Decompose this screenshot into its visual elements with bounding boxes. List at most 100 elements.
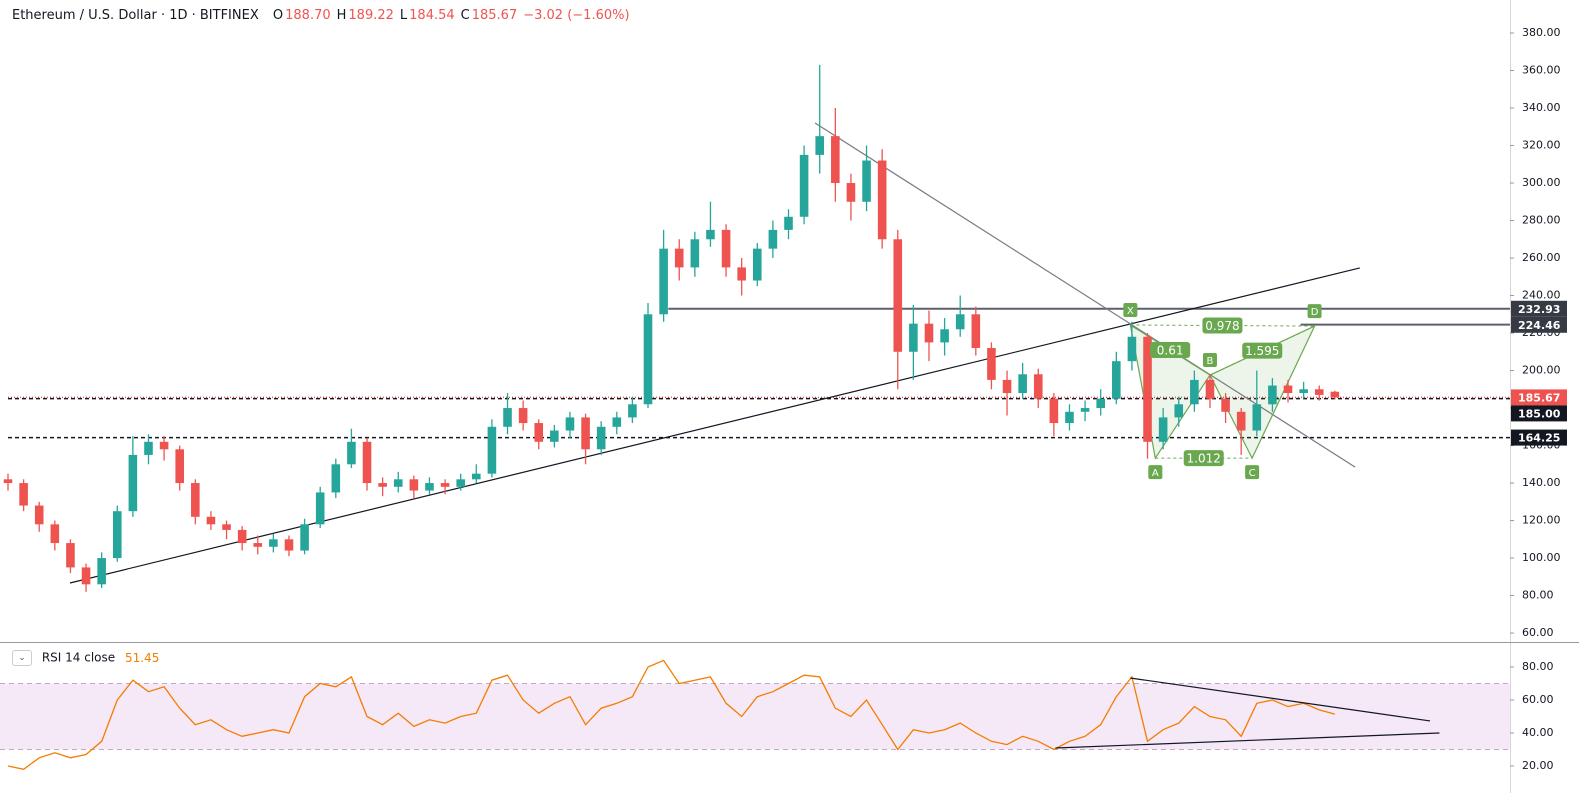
ratio-label: 1.595 bbox=[1245, 344, 1279, 358]
candle-body bbox=[393, 479, 403, 487]
ohlc-key: C bbox=[460, 8, 470, 23]
candle-body bbox=[269, 539, 278, 547]
candle-body bbox=[596, 426, 606, 450]
candle-body bbox=[175, 449, 185, 484]
candle-body bbox=[987, 348, 996, 380]
candle-body bbox=[909, 323, 918, 352]
y-tick-label: 320.00 bbox=[1522, 139, 1561, 152]
candle-body bbox=[159, 441, 169, 450]
point-badge bbox=[1202, 353, 1217, 368]
point-badge bbox=[1148, 465, 1163, 480]
point-label: X bbox=[1127, 306, 1134, 317]
point-badge bbox=[1307, 304, 1322, 319]
symbol-header: Ethereum / U.S. Dollar · 1D · BITFINEX O… bbox=[12, 8, 636, 23]
point-badge bbox=[1123, 302, 1138, 317]
candle-body bbox=[425, 483, 434, 491]
y-tick-label: 280.00 bbox=[1522, 214, 1561, 227]
candle-body bbox=[50, 524, 60, 544]
ohlc-value: 184.54 bbox=[409, 8, 455, 23]
candle-body bbox=[206, 516, 216, 525]
price-badge-label: 185.00 bbox=[1518, 407, 1561, 420]
trend-line bbox=[814, 122, 1356, 468]
candle-body bbox=[1018, 374, 1027, 394]
candle-body bbox=[300, 524, 309, 551]
candle-body bbox=[284, 539, 294, 551]
y-tick-label: 20.00 bbox=[1522, 759, 1554, 772]
candle-body bbox=[643, 314, 653, 405]
candle-body bbox=[1143, 336, 1152, 442]
rsi-line bbox=[7, 659, 1335, 770]
candle-body bbox=[472, 473, 481, 480]
candle-body bbox=[1049, 398, 1059, 424]
candle-body bbox=[1033, 374, 1043, 399]
point-label: A bbox=[1152, 468, 1159, 479]
candle-body bbox=[81, 567, 91, 585]
y-tick-label: 360.00 bbox=[1522, 64, 1561, 77]
candle-body bbox=[409, 479, 419, 491]
ratio-label: 1.012 bbox=[1187, 452, 1221, 466]
ohlc-key: L bbox=[399, 8, 408, 23]
candle-body bbox=[222, 524, 231, 530]
candle-body bbox=[674, 248, 684, 268]
y-tick-label: 260.00 bbox=[1522, 251, 1561, 264]
candle-body bbox=[97, 558, 106, 585]
candle-body bbox=[971, 314, 981, 349]
candle-body bbox=[893, 239, 903, 352]
rsi-header: ⌄ RSI 14 close 51.45 bbox=[12, 650, 159, 666]
y-tick-label: 80.00 bbox=[1522, 660, 1554, 673]
price-badge-label: 164.25 bbox=[1518, 432, 1560, 445]
candle-body bbox=[659, 248, 668, 315]
candle-body bbox=[628, 404, 637, 418]
point-label: B bbox=[1207, 356, 1214, 367]
y-tick-label: 120.00 bbox=[1522, 514, 1561, 527]
symbol-title: Ethereum / U.S. Dollar · 1D · BITFINEX bbox=[12, 8, 259, 23]
price-badge-label: 185.67 bbox=[1518, 391, 1560, 404]
y-tick-label: 100.00 bbox=[1522, 551, 1561, 564]
price-badge bbox=[1511, 300, 1567, 317]
candle-body bbox=[799, 154, 809, 217]
candle-body bbox=[1283, 385, 1293, 394]
candle-body bbox=[565, 417, 575, 431]
candle-body bbox=[1299, 389, 1308, 394]
candle-body bbox=[846, 183, 856, 202]
ratio-badge bbox=[1202, 317, 1243, 334]
candle-body bbox=[66, 543, 75, 568]
candle-body bbox=[144, 441, 153, 455]
price-badge bbox=[1511, 316, 1567, 333]
candle-body bbox=[1268, 385, 1277, 405]
ohlc-key: H bbox=[336, 8, 347, 23]
price-badge-label: 224.46 bbox=[1518, 319, 1561, 332]
candle-body bbox=[362, 441, 372, 484]
candle-body bbox=[518, 408, 528, 424]
candle-body bbox=[534, 423, 544, 442]
price-change: −3.02 (−1.60%) bbox=[523, 8, 630, 23]
point-label: D bbox=[1311, 307, 1319, 318]
ratio-badge bbox=[1150, 342, 1191, 359]
candle-body bbox=[1330, 391, 1340, 398]
candle-body bbox=[1174, 404, 1184, 418]
candle-body bbox=[503, 408, 512, 427]
ohlc-key: O bbox=[272, 8, 284, 23]
candle-body bbox=[737, 267, 746, 281]
candle-body bbox=[1236, 411, 1246, 431]
candle-body bbox=[1096, 398, 1105, 409]
point-badge bbox=[1245, 465, 1260, 480]
collapse-button[interactable]: ⌄ bbox=[12, 650, 32, 666]
candle-body bbox=[1314, 389, 1324, 395]
candle-body bbox=[3, 479, 13, 484]
y-tick-label: 60.00 bbox=[1522, 693, 1554, 706]
candle-body bbox=[237, 529, 247, 544]
pattern-ratio-line bbox=[1209, 325, 1315, 376]
point-label: C bbox=[1249, 468, 1256, 479]
candle-body bbox=[924, 323, 934, 343]
price-badge bbox=[1511, 389, 1567, 406]
candle-body bbox=[331, 464, 341, 493]
candle-body bbox=[1252, 404, 1262, 431]
candle-body bbox=[347, 441, 356, 465]
trend-line bbox=[1055, 732, 1440, 749]
candle-body bbox=[752, 248, 762, 281]
price-badge bbox=[1511, 405, 1567, 422]
candle-body bbox=[1080, 408, 1090, 412]
